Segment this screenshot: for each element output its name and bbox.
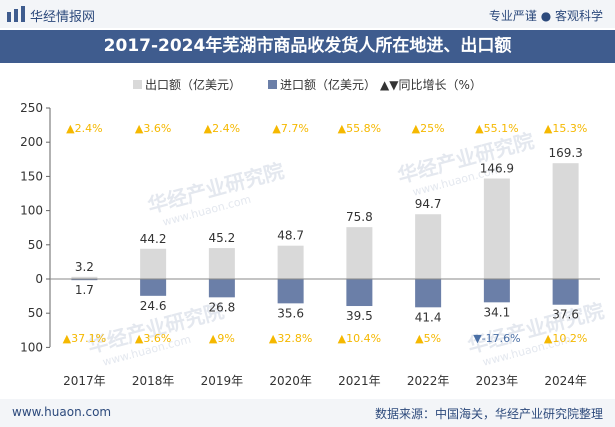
top-bar: 华经情报网 专业严谨 ● 客观科学: [0, 0, 615, 28]
bar-export: [346, 227, 373, 279]
export-growth-label: ▲15.3%: [544, 122, 587, 135]
import-growth-label: ▲32.8%: [269, 332, 312, 345]
footer-website: www.huaon.com: [12, 405, 112, 419]
x-tick-label: 2024年: [544, 374, 587, 388]
bar-import: [277, 279, 304, 304]
y-tick-label: 200: [20, 135, 43, 149]
import-value-label: 34.1: [484, 305, 511, 319]
chart-title: 2017-2024年芜湖市商品收发货人所在地进、出口额: [0, 30, 615, 63]
x-tick-label: 2022年: [407, 374, 450, 388]
legend: 出口额（亿美元） 进口额（亿美元） ▲▼同比增长（%）: [133, 77, 482, 92]
import-value-label: 24.6: [140, 299, 167, 313]
import-growth-label: ▲37.1%: [63, 332, 106, 345]
y-axis: 250 200 150 100 50 0 50 100: [20, 101, 51, 354]
import-growth-label: ▲10.4%: [338, 332, 381, 345]
x-tick-label: 2017年: [63, 374, 106, 388]
export-growth-label: ▲7.7%: [272, 122, 308, 135]
y-tick-label: 100: [20, 204, 43, 218]
y-tick-label: 150: [20, 169, 43, 183]
tagline: 专业严谨 ● 客观科学: [488, 9, 603, 23]
bars-layer: [71, 163, 579, 308]
export-value-label: 75.8: [346, 210, 373, 224]
export-growth-label: ▲55.8%: [338, 122, 381, 135]
export-value-label: 94.7: [415, 197, 442, 211]
bar-import: [140, 279, 167, 296]
y-tick-label: 0: [35, 272, 43, 286]
legend-export-swatch: [133, 80, 142, 89]
bar-import: [71, 279, 98, 281]
import-growth-label: ▲3.6%: [135, 332, 171, 345]
chart-canvas: 华经产业研究院www.huaon.com华经产业研究院www.huaon.com…: [20, 77, 606, 388]
import-value-label: 41.4: [415, 310, 442, 324]
legend-growth-label: ▲▼同比增长（%）: [380, 78, 482, 92]
import-value-label: 26.8: [209, 300, 236, 314]
bar-import: [415, 279, 442, 308]
bar-export: [483, 178, 510, 279]
data-labels-layer: 3.2 1.7 ▲2.4% ▲37.1% 44.2 24.6 ▲3.6% ▲3.6% 45.2 2…: [63, 122, 588, 345]
bar-import: [208, 279, 235, 298]
export-growth-label: ▲25%: [412, 122, 445, 135]
y-tick-label: 50: [28, 306, 43, 320]
import-growth-label: ▲10.2%: [544, 332, 587, 345]
x-tick-label: 2023年: [476, 374, 519, 388]
y-tick-label: 100: [20, 340, 43, 354]
export-value-label: 3.2: [75, 260, 94, 274]
legend-import-label: 进口额（亿美元）: [280, 77, 376, 92]
x-tick-label: 2019年: [201, 374, 244, 388]
bar-import: [552, 279, 579, 305]
x-tick-label: 2018年: [132, 374, 175, 388]
export-growth-label: ▲3.6%: [135, 122, 171, 135]
legend-export-label: 出口额（亿美元）: [145, 77, 241, 92]
y-tick-label: 50: [28, 238, 43, 252]
bar-export: [552, 163, 579, 279]
export-growth-label: ▲2.4%: [204, 122, 240, 135]
export-value-label: 45.2: [209, 231, 236, 245]
brand-name: 华经情报网: [30, 10, 96, 25]
bottom-bar: www.huaon.com 数据来源：中国海关，华经产业研究院整理: [0, 399, 615, 427]
import-value-label: 1.7: [75, 283, 94, 297]
footer-source: 数据来源：中国海关，华经产业研究院整理: [374, 407, 603, 421]
bar-import: [483, 279, 510, 303]
bar-export: [71, 276, 98, 279]
export-value-label: 146.9: [480, 162, 514, 176]
bar-export: [140, 248, 167, 279]
legend-import-swatch: [268, 80, 277, 89]
import-value-label: 39.5: [346, 309, 373, 323]
brand-logo-icon: [7, 6, 25, 22]
export-value-label: 44.2: [140, 232, 167, 246]
import-value-label: 35.6: [277, 306, 304, 320]
x-tick-label: 2021年: [338, 374, 381, 388]
export-growth-label: ▲2.4%: [66, 122, 102, 135]
bar-import: [346, 279, 373, 307]
x-tick-label: 2020年: [269, 374, 312, 388]
y-tick-label: 250: [20, 101, 43, 115]
export-value-label: 169.3: [548, 146, 582, 160]
bar-export: [277, 245, 304, 279]
x-axis: 2017年 2018年 2019年 2020年 2021年 2022年 2023年 2024年: [50, 278, 600, 388]
import-value-label: 37.6: [552, 308, 579, 322]
import-growth-label: ▼-17.6%: [473, 332, 520, 345]
export-growth-label: ▲55.1%: [475, 122, 518, 135]
bar-export: [208, 248, 235, 279]
bar-export: [415, 214, 442, 279]
import-growth-label: ▲5%: [415, 332, 441, 345]
import-growth-label: ▲9%: [209, 332, 235, 345]
export-value-label: 48.7: [277, 229, 304, 243]
